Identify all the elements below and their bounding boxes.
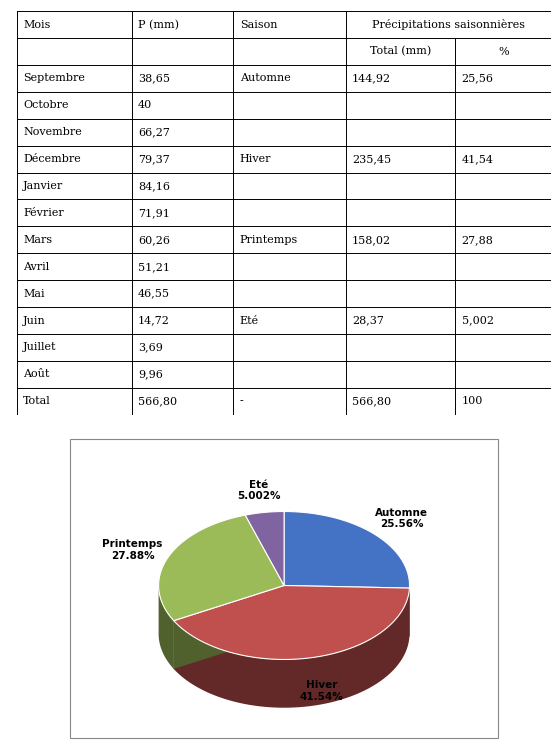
- Text: Mai: Mai: [23, 288, 45, 299]
- Text: 28,37: 28,37: [352, 315, 384, 326]
- Text: Automne
25.56%: Automne 25.56%: [375, 508, 428, 530]
- Text: 84,16: 84,16: [138, 181, 170, 191]
- Polygon shape: [284, 512, 409, 588]
- Text: 51,21: 51,21: [138, 261, 170, 272]
- Polygon shape: [284, 586, 409, 637]
- Text: Novembre: Novembre: [23, 127, 82, 137]
- Text: Total: Total: [23, 396, 51, 406]
- Text: Août: Août: [23, 369, 50, 379]
- Polygon shape: [245, 512, 284, 586]
- Text: Mars: Mars: [23, 235, 52, 245]
- Text: Avril: Avril: [23, 261, 50, 272]
- Text: 71,91: 71,91: [138, 208, 170, 218]
- Text: Printemps
27.88%: Printemps 27.88%: [102, 539, 163, 560]
- Text: Septembre: Septembre: [23, 73, 85, 83]
- Text: 66,27: 66,27: [138, 127, 170, 137]
- Text: Octobre: Octobre: [23, 100, 69, 110]
- Polygon shape: [174, 586, 284, 669]
- Polygon shape: [174, 588, 409, 708]
- Text: 5,002: 5,002: [462, 315, 494, 326]
- Text: 100: 100: [462, 396, 483, 406]
- Text: Saison: Saison: [240, 19, 277, 30]
- Text: Précipitations saisonnières: Précipitations saisonnières: [372, 19, 525, 30]
- Text: Décembre: Décembre: [23, 154, 81, 164]
- Text: Janvier: Janvier: [23, 181, 63, 191]
- Text: 40: 40: [138, 100, 153, 110]
- Text: Mois: Mois: [23, 19, 51, 30]
- Text: 566,80: 566,80: [138, 396, 177, 406]
- Text: Eté: Eté: [240, 315, 259, 326]
- Polygon shape: [174, 586, 409, 659]
- Text: 79,37: 79,37: [138, 154, 170, 164]
- Polygon shape: [284, 586, 409, 637]
- Polygon shape: [159, 515, 284, 621]
- Text: 144,92: 144,92: [352, 73, 391, 83]
- Text: 25,56: 25,56: [462, 73, 494, 83]
- Text: Février: Février: [23, 208, 64, 218]
- Text: 235,45: 235,45: [352, 154, 391, 164]
- Text: P (mm): P (mm): [138, 19, 179, 30]
- Text: 3,69: 3,69: [138, 342, 163, 352]
- Text: Juillet: Juillet: [23, 342, 57, 352]
- Text: -: -: [240, 396, 243, 406]
- Text: 46,55: 46,55: [138, 288, 170, 299]
- Text: Total (mm): Total (mm): [370, 46, 431, 57]
- Text: Automne: Automne: [240, 73, 290, 83]
- Text: 41,54: 41,54: [462, 154, 494, 164]
- Text: 14,72: 14,72: [138, 315, 170, 326]
- Polygon shape: [159, 586, 174, 669]
- Text: Hiver: Hiver: [240, 154, 271, 164]
- Text: 27,88: 27,88: [462, 235, 494, 245]
- Polygon shape: [174, 586, 284, 669]
- Text: 38,65: 38,65: [138, 73, 170, 83]
- Text: %: %: [498, 46, 509, 57]
- Text: Eté
5.002%: Eté 5.002%: [237, 479, 280, 501]
- Text: Juin: Juin: [23, 315, 46, 326]
- Text: Hiver
41.54%: Hiver 41.54%: [300, 680, 343, 702]
- Text: 9,96: 9,96: [138, 369, 163, 379]
- Text: 566,80: 566,80: [352, 396, 391, 406]
- Text: Printemps: Printemps: [240, 235, 298, 245]
- Text: 158,02: 158,02: [352, 235, 391, 245]
- Text: 60,26: 60,26: [138, 235, 170, 245]
